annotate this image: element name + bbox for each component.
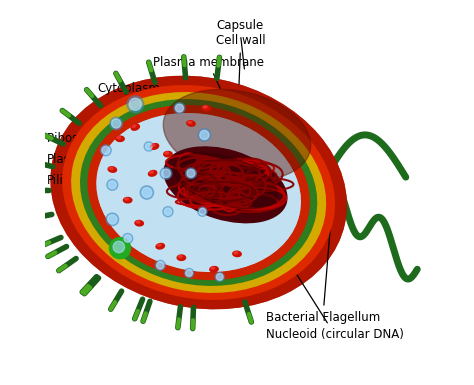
Ellipse shape (216, 273, 223, 280)
Ellipse shape (131, 124, 139, 130)
Text: Capsule: Capsule (216, 19, 263, 69)
Ellipse shape (96, 113, 301, 272)
Ellipse shape (165, 152, 169, 154)
Text: Plasmid: Plasmid (47, 153, 122, 238)
Ellipse shape (234, 251, 238, 254)
Ellipse shape (50, 76, 347, 309)
Ellipse shape (157, 244, 161, 246)
Ellipse shape (199, 208, 206, 215)
Ellipse shape (107, 179, 118, 190)
Ellipse shape (156, 262, 164, 269)
Ellipse shape (198, 207, 207, 216)
Ellipse shape (162, 169, 170, 177)
Ellipse shape (80, 99, 317, 286)
Ellipse shape (184, 268, 194, 278)
Ellipse shape (203, 106, 207, 108)
Ellipse shape (185, 168, 196, 179)
Ellipse shape (125, 198, 128, 200)
Ellipse shape (108, 167, 117, 172)
Ellipse shape (152, 144, 155, 147)
Ellipse shape (164, 151, 172, 157)
Ellipse shape (174, 103, 185, 114)
Ellipse shape (164, 208, 172, 215)
Ellipse shape (163, 89, 311, 181)
Ellipse shape (109, 238, 130, 259)
Ellipse shape (200, 131, 209, 139)
Ellipse shape (142, 187, 152, 198)
Ellipse shape (211, 267, 215, 269)
Ellipse shape (109, 181, 116, 189)
Ellipse shape (146, 143, 152, 150)
Text: Plasma membrane: Plasma membrane (153, 55, 264, 102)
Ellipse shape (116, 136, 124, 141)
Ellipse shape (173, 153, 277, 209)
Ellipse shape (177, 255, 186, 260)
Ellipse shape (202, 105, 210, 111)
Ellipse shape (111, 119, 121, 128)
Ellipse shape (135, 221, 144, 226)
Ellipse shape (144, 142, 154, 151)
Ellipse shape (62, 85, 335, 300)
Ellipse shape (110, 117, 122, 130)
Ellipse shape (124, 235, 131, 242)
Ellipse shape (108, 215, 117, 224)
Text: Pili: Pili (47, 174, 87, 187)
Ellipse shape (109, 167, 113, 169)
Ellipse shape (102, 146, 110, 154)
Ellipse shape (178, 255, 182, 258)
Text: Bacterial Flagellum: Bacterial Flagellum (266, 222, 380, 324)
Ellipse shape (163, 207, 173, 217)
Ellipse shape (188, 121, 191, 124)
Ellipse shape (96, 113, 301, 272)
Ellipse shape (233, 251, 241, 256)
Ellipse shape (156, 243, 164, 249)
Ellipse shape (87, 105, 310, 280)
Ellipse shape (132, 125, 136, 127)
Ellipse shape (160, 167, 172, 179)
Ellipse shape (113, 241, 125, 253)
Ellipse shape (71, 92, 326, 293)
Text: Cytoplasm: Cytoplasm (97, 82, 187, 122)
Ellipse shape (123, 233, 133, 244)
Ellipse shape (50, 76, 347, 309)
Ellipse shape (136, 221, 140, 223)
Ellipse shape (164, 147, 287, 223)
Ellipse shape (186, 270, 192, 276)
Ellipse shape (155, 260, 165, 270)
Ellipse shape (106, 213, 118, 226)
Ellipse shape (210, 266, 218, 272)
Ellipse shape (215, 272, 224, 281)
Ellipse shape (123, 198, 132, 203)
Ellipse shape (187, 169, 195, 177)
Ellipse shape (187, 121, 195, 126)
Text: Cell wall: Cell wall (216, 35, 265, 84)
Ellipse shape (127, 96, 144, 113)
Ellipse shape (129, 98, 141, 110)
Ellipse shape (150, 171, 153, 173)
Ellipse shape (100, 145, 111, 156)
Ellipse shape (175, 104, 183, 112)
Text: Ribosomes: Ribosomes (47, 132, 133, 145)
Ellipse shape (148, 171, 157, 176)
Ellipse shape (198, 129, 211, 141)
Text: Nucleoid (circular DNA): Nucleoid (circular DNA) (250, 201, 404, 341)
Ellipse shape (140, 186, 154, 199)
Ellipse shape (117, 137, 121, 139)
Ellipse shape (150, 144, 159, 149)
